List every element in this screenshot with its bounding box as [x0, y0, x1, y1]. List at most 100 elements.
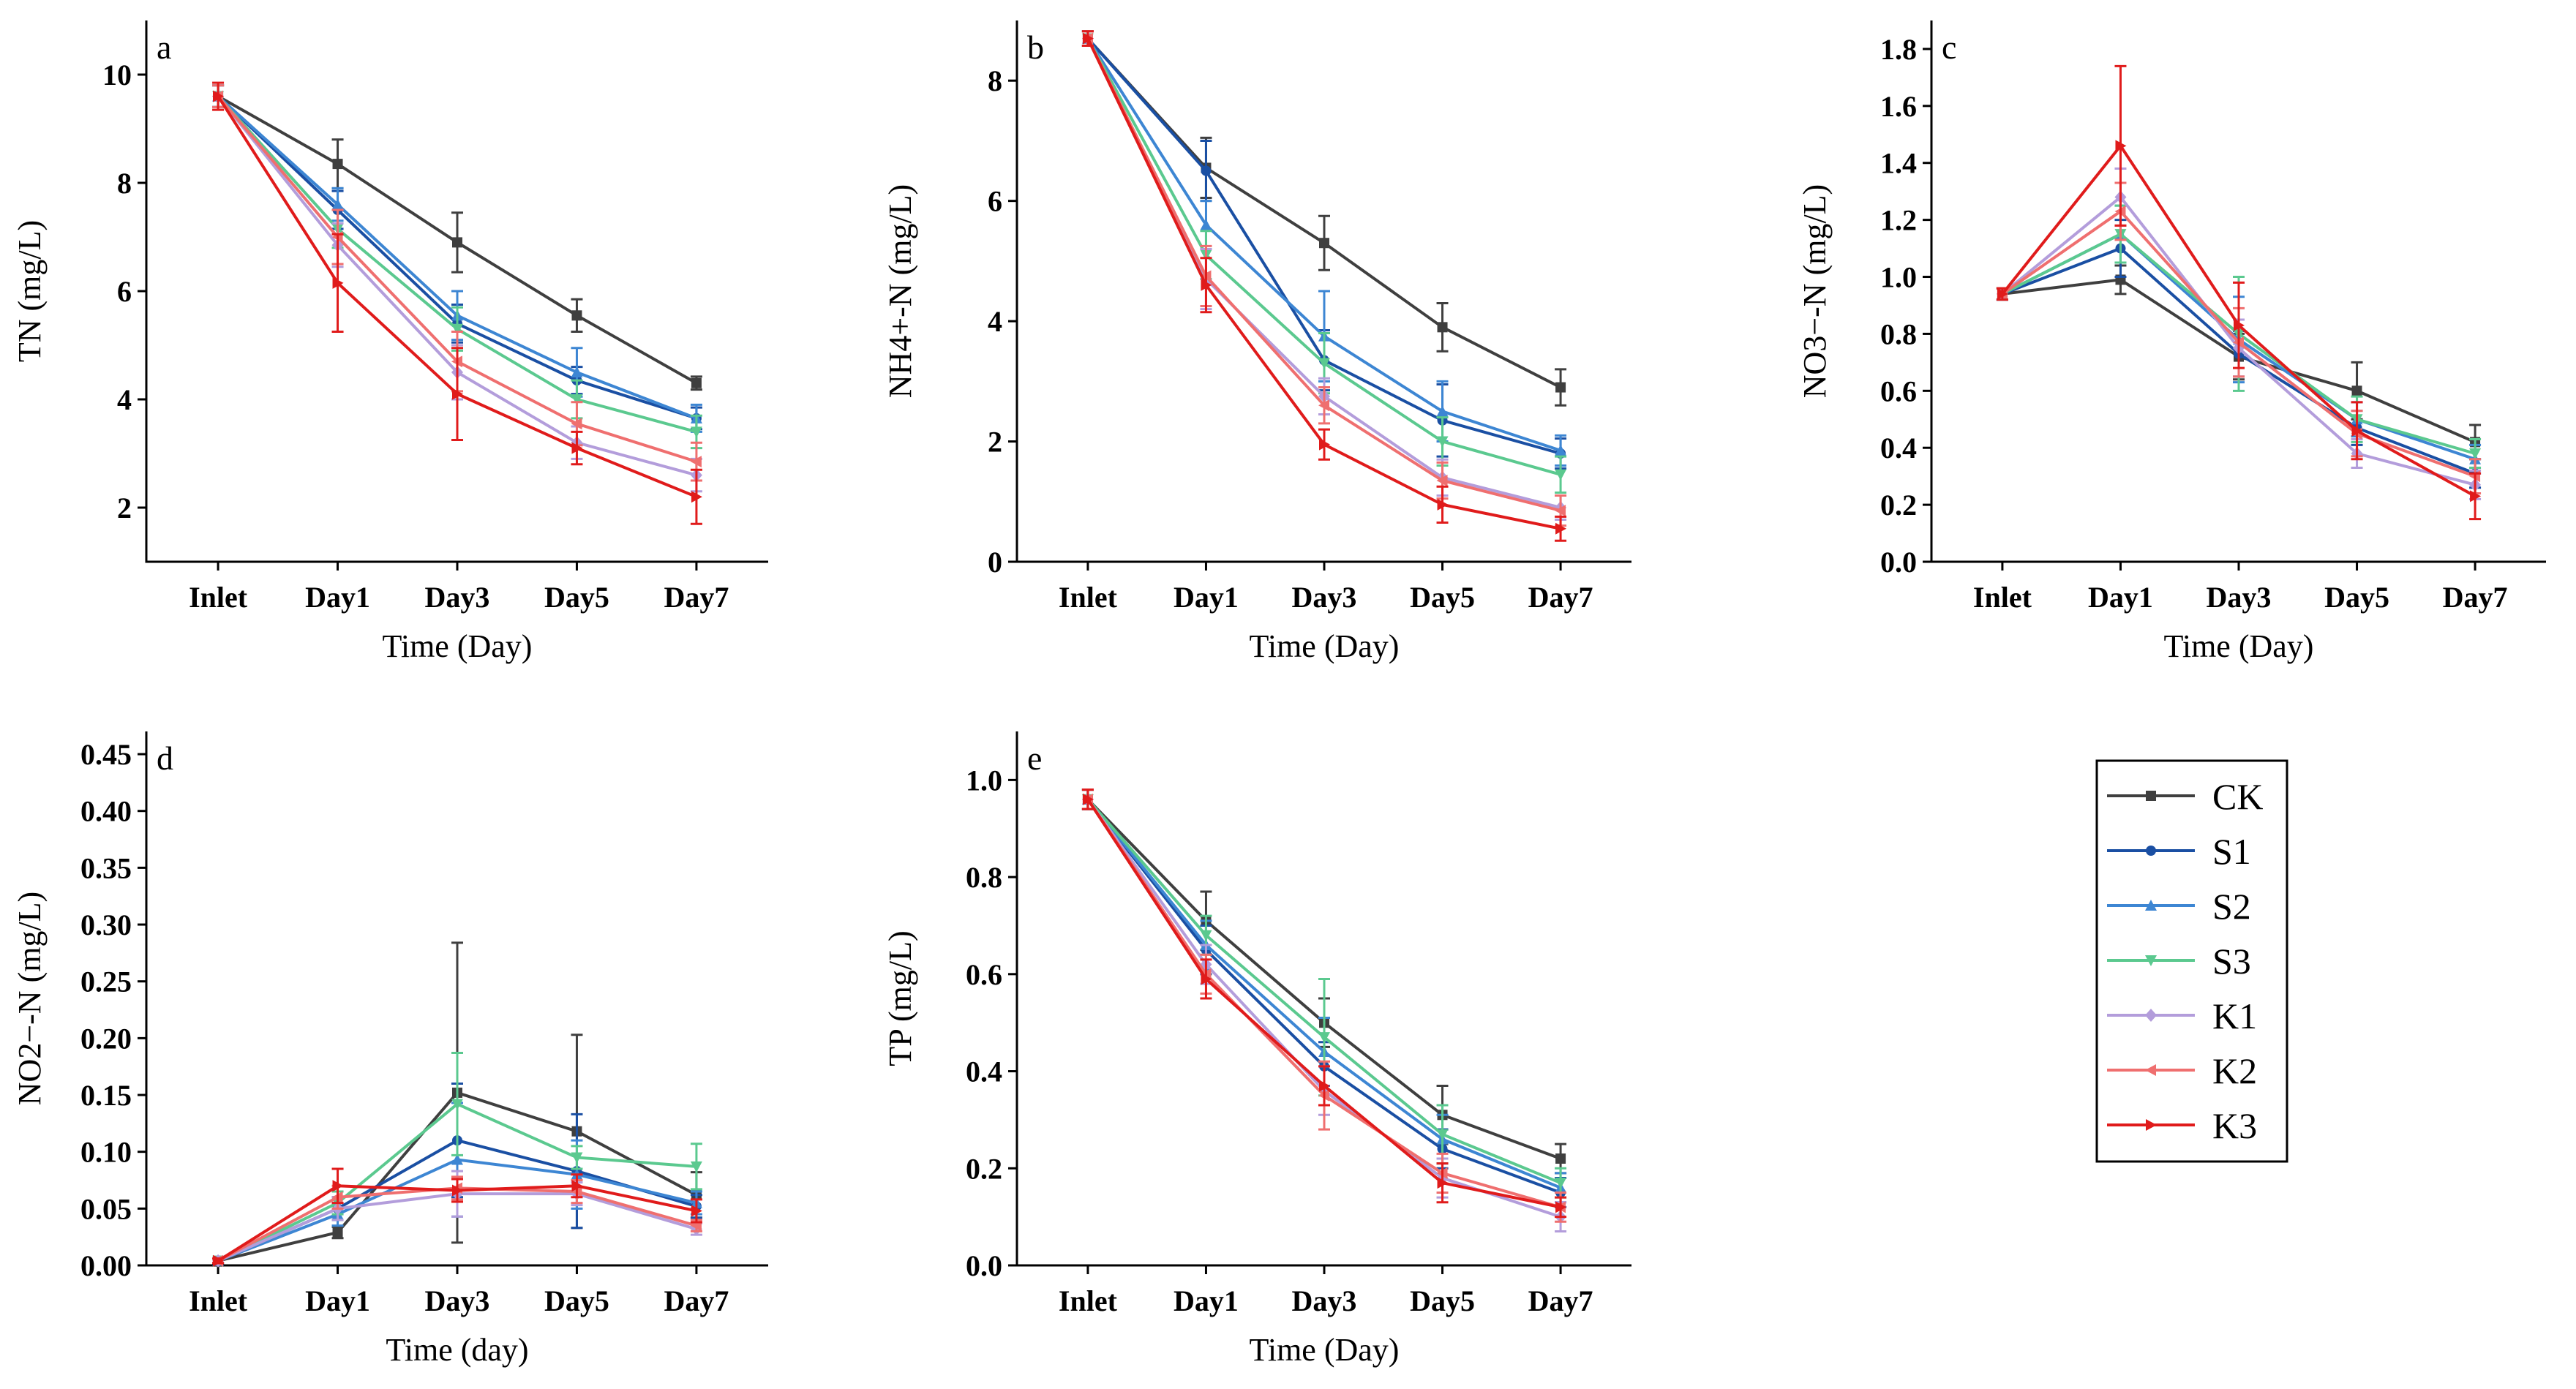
legend-marker-S2 [2145, 900, 2157, 911]
y-tick-label: 0.0 [1880, 546, 1917, 579]
x-tick-label: Day5 [1410, 1284, 1475, 1317]
x-tick-label: Day5 [1410, 581, 1475, 614]
data-point [691, 377, 702, 388]
panel-label: a [157, 29, 171, 66]
x-tick-label: Day7 [664, 581, 729, 614]
data-point [1555, 1201, 1567, 1213]
legend-label-K2: K2 [2212, 1050, 2257, 1091]
data-point [690, 456, 702, 468]
data-point [452, 388, 463, 400]
data-point [690, 1161, 702, 1172]
panel-label: e [1027, 739, 1042, 777]
legend-marker-CK [2146, 791, 2156, 801]
y-axis-label: NO2−-N (mg/L) [12, 892, 48, 1105]
data-point [2469, 448, 2482, 459]
data-point [1437, 1177, 1449, 1189]
legend-label-K3: K3 [2212, 1105, 2257, 1146]
data-point [691, 1205, 702, 1217]
data-point [571, 442, 583, 454]
data-point [1319, 238, 1329, 249]
series-K3 [212, 81, 702, 525]
data-point [1436, 405, 1449, 417]
legend-label-S2: S2 [2212, 886, 2251, 927]
data-point [1200, 930, 1212, 941]
data-point [1201, 165, 1212, 176]
data-point [571, 394, 583, 405]
y-tick-label: 0.25 [80, 965, 132, 998]
data-point [691, 491, 702, 503]
x-tick-label: Day1 [1174, 581, 1239, 614]
x-tick-label: Day3 [1292, 1284, 1357, 1317]
y-tick-label: 0.4 [1880, 432, 1917, 464]
data-point [1436, 1129, 1449, 1140]
y-tick-label: 8 [988, 64, 1002, 97]
panel-a: 2 4 6 8 10 Inlet Day1 Day3 Day5 Day7 Time (Day) TN … [12, 20, 768, 664]
y-tick-label: 1.2 [1880, 204, 1917, 237]
y-tick-label: 0.20 [80, 1022, 132, 1055]
y-tick-label: 0.30 [80, 908, 132, 941]
data-point [332, 1180, 344, 1192]
y-tick-label: 0.0 [966, 1249, 1002, 1282]
data-point [2470, 490, 2482, 502]
x-tick-label: Day5 [2324, 581, 2389, 614]
legend-label-S1: S1 [2212, 831, 2251, 872]
panel-b: 0 2 4 6 8 Inlet Day1 Day3 Day5 Day7 Time (Day) NH4+… [882, 20, 1631, 664]
legend-marker-K3 [2146, 1119, 2157, 1131]
data-point [1319, 1080, 1330, 1092]
data-point [1319, 438, 1330, 451]
data-point [571, 310, 582, 321]
y-tick-label: 0.40 [80, 795, 132, 828]
data-point [571, 1180, 583, 1192]
y-tick-label: 0 [988, 546, 1002, 579]
series-K2 [1081, 30, 1567, 527]
y-tick-label: 0.15 [80, 1079, 132, 1112]
y-tick-label: 0.2 [1880, 489, 1917, 522]
y-tick-label: 0.05 [80, 1192, 132, 1225]
data-point [2351, 385, 2362, 396]
legend-label-S3: S3 [2212, 941, 2251, 982]
data-point [332, 1227, 343, 1238]
y-tick-label: 4 [988, 305, 1002, 338]
x-tick-label: Day3 [2207, 581, 2272, 614]
x-tick-label: Inlet [1059, 1284, 1118, 1317]
data-point [332, 276, 344, 289]
y-tick-label: 0.2 [966, 1152, 1002, 1185]
x-tick-label: Day7 [1528, 581, 1593, 614]
y-axis-label: NH4+-N (mg/L) [882, 184, 918, 398]
data-point [2115, 140, 2127, 152]
y-axis-label: NO3−-N (mg/L) [1797, 184, 1833, 398]
y-tick-label: 0.6 [966, 958, 1002, 991]
y-tick-label: 4 [117, 383, 132, 416]
data-point [451, 1153, 463, 1165]
x-tick-label: Day7 [2443, 581, 2508, 614]
y-tick-label: 1.0 [1880, 261, 1917, 294]
panel-label: c [1942, 29, 1956, 66]
data-point [1555, 382, 1566, 393]
data-point [2351, 424, 2363, 437]
x-tick-label: Day1 [305, 581, 370, 614]
y-tick-label: 10 [102, 59, 132, 91]
data-point [1436, 475, 1448, 486]
data-point [1555, 522, 1567, 535]
y-tick-label: 0.6 [1880, 374, 1917, 407]
data-point [452, 237, 462, 248]
data-point [451, 1099, 463, 1110]
y-tick-label: 2 [988, 426, 1002, 459]
x-tick-label: Inlet [1973, 581, 2032, 614]
x-tick-label: Day3 [1292, 581, 1357, 614]
x-tick-label: Day5 [544, 581, 609, 614]
legend-marker-K2 [2145, 1064, 2156, 1076]
data-point [451, 323, 463, 335]
data-point [1555, 469, 1567, 481]
legend-marker-S3 [2145, 955, 2157, 966]
y-tick-label: 0.35 [80, 851, 132, 884]
y-tick-label: 0.8 [1880, 317, 1917, 350]
x-tick-label: Inlet [189, 1284, 248, 1317]
x-tick-label: Inlet [189, 581, 248, 614]
x-tick-label: Day5 [544, 1284, 609, 1317]
data-point [1201, 279, 1212, 291]
series-S3 [212, 1052, 702, 1267]
series-K3 [1996, 64, 2482, 521]
x-tick-label: Day7 [1528, 1284, 1593, 1317]
